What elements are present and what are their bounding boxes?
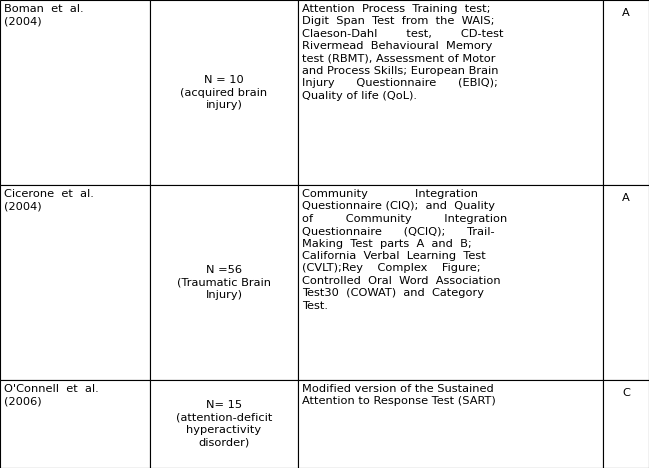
Bar (0, 380, 150, 468)
Text: Boman  et  al.
(2004): Boman et al. (2004) (4, 4, 84, 26)
Text: Modified version of the Sustained
Attention to Response Test (SART): Modified version of the Sustained Attent… (302, 384, 496, 406)
Bar (150, 0, 298, 185)
Bar (0, 0, 150, 185)
Text: A: A (622, 8, 630, 18)
Text: C: C (622, 388, 630, 398)
Text: Cicerone  et  al.
(2004): Cicerone et al. (2004) (4, 189, 94, 212)
Text: Attention  Process  Training  test;
Digit  Span  Test  from  the  WAIS;
Claeson-: Attention Process Training test; Digit S… (302, 4, 504, 101)
Text: N =56
(Traumatic Brain
Injury): N =56 (Traumatic Brain Injury) (177, 265, 271, 300)
Text: N = 10
(acquired brain
injury): N = 10 (acquired brain injury) (180, 75, 267, 110)
Bar (298, 185, 603, 380)
Bar (603, 0, 649, 185)
Text: O'Connell  et  al.
(2006): O'Connell et al. (2006) (4, 384, 99, 406)
Bar (603, 185, 649, 380)
Bar (150, 380, 298, 468)
Bar (298, 0, 603, 185)
Bar (603, 380, 649, 468)
Text: N= 15
(attention-deficit
hyperactivity
disorder): N= 15 (attention-deficit hyperactivity d… (176, 401, 272, 447)
Bar (298, 380, 603, 468)
Text: Community             Integration
Questionnaire (CIQ);  and  Quality
of         : Community Integration Questionnaire (CIQ… (302, 189, 508, 311)
Bar (0, 185, 150, 380)
Bar (150, 185, 298, 380)
Text: A: A (622, 193, 630, 203)
